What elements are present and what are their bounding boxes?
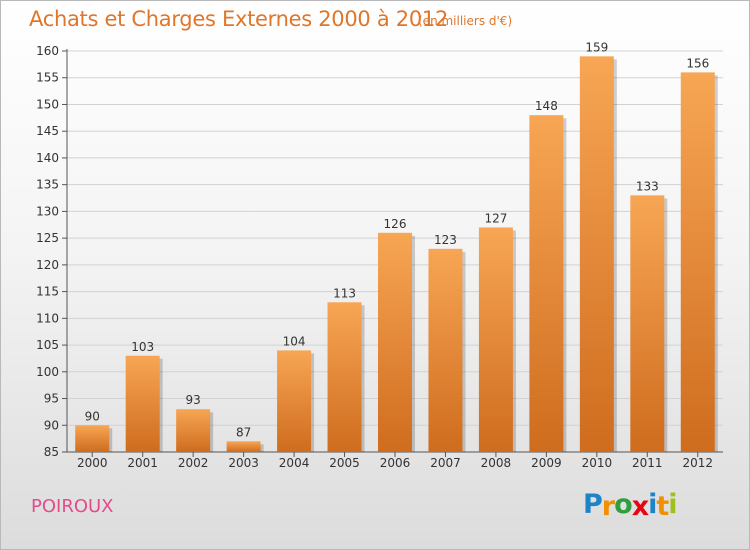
x-tick-label: 2009 <box>531 456 562 470</box>
data-label: 127 <box>484 211 507 225</box>
bar-2007 <box>428 248 463 452</box>
bar-2006 <box>378 232 412 452</box>
x-tick-label: 2003 <box>228 456 259 470</box>
y-tick-label: 130 <box>36 204 59 218</box>
chart-title: Achats et Charges Externes 2000 à 2012 <box>29 7 449 31</box>
y-tick-label: 125 <box>36 231 59 245</box>
bar-2012 <box>680 72 715 453</box>
bar-2008 <box>478 227 513 452</box>
data-label: 90 <box>85 409 100 423</box>
y-tick-label: 100 <box>36 365 59 379</box>
y-tick-label: 85 <box>44 445 59 459</box>
logo-letter: i <box>648 489 657 520</box>
y-tick-label: 115 <box>36 285 59 299</box>
x-tick-label: 2001 <box>127 456 158 470</box>
chart-subtitle: (en milliers d'€) <box>418 14 513 28</box>
bar-2004 <box>277 350 312 452</box>
data-label: 156 <box>686 56 709 70</box>
x-tick-label: 2005 <box>329 456 360 470</box>
x-tick-label: 2006 <box>380 456 411 470</box>
y-tick-label: 155 <box>36 71 59 85</box>
y-tick-label: 140 <box>36 151 59 165</box>
bar-2009 <box>529 115 564 452</box>
data-label: 103 <box>131 340 154 354</box>
logo-letter: i <box>668 489 677 520</box>
y-tick-label: 105 <box>36 338 59 352</box>
x-axis-ticks: 2000 2001 2002 2003 2004 2005 2006 2007 2008 2009… <box>77 452 713 470</box>
bar-2010 <box>579 56 614 452</box>
bar-2001 <box>125 355 160 452</box>
logo-letter: o <box>614 489 633 520</box>
x-tick-label: 2002 <box>178 456 209 470</box>
data-label: 113 <box>333 286 356 300</box>
logo-letter: P <box>583 489 603 520</box>
logo-letter: x <box>631 491 649 522</box>
x-tick-label: 2007 <box>430 456 461 470</box>
data-label: 159 <box>585 40 608 54</box>
x-tick-label: 2008 <box>481 456 512 470</box>
logo-letter: t <box>656 491 669 522</box>
x-tick-label: 2010 <box>582 456 613 470</box>
data-label: 87 <box>236 425 251 439</box>
data-label: 104 <box>283 334 306 348</box>
bar-2003 <box>226 441 261 452</box>
y-tick-label: 110 <box>36 311 59 325</box>
y-tick-label: 160 <box>36 44 59 58</box>
bar-2002 <box>176 409 211 452</box>
data-label: 148 <box>535 99 558 113</box>
x-tick-label: 2004 <box>279 456 310 470</box>
y-tick-label: 120 <box>36 258 59 272</box>
y-tick-label: 90 <box>44 418 59 432</box>
x-tick-label: 2000 <box>77 456 108 470</box>
logo-letter: r <box>601 491 615 522</box>
y-tick-label: 135 <box>36 178 59 192</box>
data-label: 126 <box>384 217 407 231</box>
y-axis-ticks: 85 90 95 100 105 110 115 120 125 130 135 140 145 150 1… <box>36 44 67 459</box>
x-tick-label: 2011 <box>632 456 663 470</box>
bars <box>75 56 718 453</box>
x-tick-label: 2012 <box>682 456 713 470</box>
y-tick-label: 95 <box>44 392 59 406</box>
y-tick-label: 145 <box>36 124 59 138</box>
data-label: 133 <box>636 179 659 193</box>
data-labels: 90 103 93 87 104 113 126 123 127 148 159 133 156 <box>85 40 710 439</box>
data-label: 123 <box>434 233 457 247</box>
data-label: 93 <box>186 393 201 407</box>
place-name: POIROUX <box>31 496 114 517</box>
bar-2000 <box>75 425 110 452</box>
bar-2011 <box>630 195 665 453</box>
proxiti-logo: Proxiti <box>583 489 678 522</box>
bar-2005 <box>327 302 362 452</box>
y-tick-label: 150 <box>36 97 59 111</box>
